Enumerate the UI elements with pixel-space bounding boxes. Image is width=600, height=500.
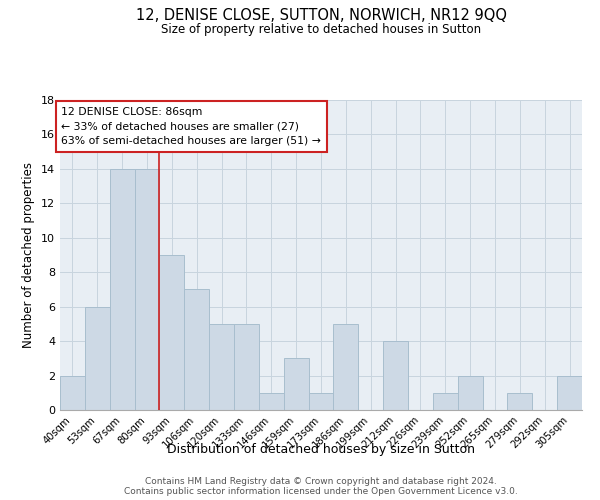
Text: Contains HM Land Registry data © Crown copyright and database right 2024.: Contains HM Land Registry data © Crown c… [145,478,497,486]
Bar [134,169,160,410]
Bar [60,376,85,410]
Bar [433,393,458,410]
Bar [259,393,284,410]
Text: 12 DENISE CLOSE: 86sqm
← 33% of detached houses are smaller (27)
63% of semi-det: 12 DENISE CLOSE: 86sqm ← 33% of detached… [61,107,321,146]
Text: Contains public sector information licensed under the Open Government Licence v3: Contains public sector information licen… [124,488,518,496]
Bar [110,169,134,410]
Bar [308,393,334,410]
Bar [184,290,209,410]
Bar [85,306,110,410]
Text: Size of property relative to detached houses in Sutton: Size of property relative to detached ho… [161,22,481,36]
Bar [160,255,184,410]
Bar [234,324,259,410]
Bar [557,376,582,410]
Bar [334,324,358,410]
Bar [458,376,482,410]
Bar [383,341,408,410]
Y-axis label: Number of detached properties: Number of detached properties [22,162,35,348]
Bar [284,358,308,410]
Text: 12, DENISE CLOSE, SUTTON, NORWICH, NR12 9QQ: 12, DENISE CLOSE, SUTTON, NORWICH, NR12 … [136,8,506,22]
Bar [508,393,532,410]
Bar [209,324,234,410]
Text: Distribution of detached houses by size in Sutton: Distribution of detached houses by size … [167,442,475,456]
